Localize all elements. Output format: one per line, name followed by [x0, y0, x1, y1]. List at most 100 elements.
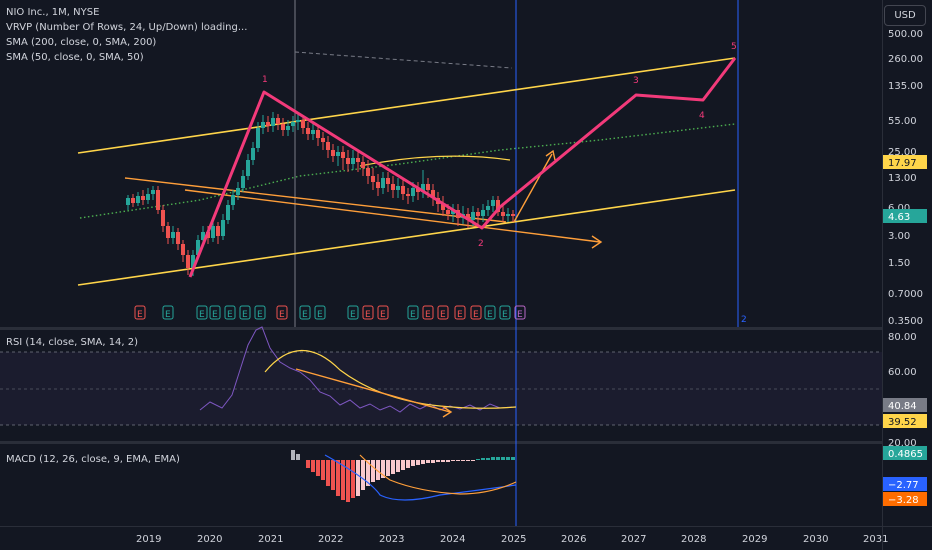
pane-divider-rsi[interactable] — [0, 327, 882, 330]
candle-body — [391, 184, 395, 190]
macd-histogram-bar — [456, 460, 460, 461]
rsi-axis[interactable]: 80.00 60.00 20.00 40.84 39.52 — [883, 332, 927, 449]
earnings-marker[interactable] — [407, 305, 419, 320]
earnings-marker[interactable] — [437, 305, 449, 320]
rsi-line[interactable] — [199, 326, 513, 413]
macd-line[interactable] — [324, 454, 517, 501]
candle-body — [411, 188, 415, 196]
macd-histogram-bar — [356, 460, 360, 496]
year-tick: 2028 — [681, 534, 706, 545]
earnings-marker[interactable] — [470, 305, 482, 320]
candle-body — [381, 178, 385, 188]
candle-body — [126, 198, 130, 205]
macd-histogram-bar — [336, 460, 340, 496]
earnings-marker[interactable] — [239, 305, 251, 320]
price-badge-bg — [883, 209, 927, 223]
earnings-marker[interactable] — [299, 305, 311, 320]
macd-histogram-bar — [511, 457, 515, 460]
macd-indicator-label[interactable]: MACD (12, 26, close, 9, EMA, EMA) — [6, 454, 180, 465]
candle-body — [471, 212, 475, 220]
earnings-marker[interactable] — [134, 305, 146, 320]
earnings-marker-label: E — [487, 310, 493, 320]
rsi-indicator-label[interactable]: RSI (14, close, SMA, 14, 2) — [6, 337, 139, 348]
earnings-marker[interactable] — [196, 305, 208, 320]
macd-histogram-bar — [321, 460, 325, 480]
signal-badge-bg — [883, 492, 927, 506]
channel-upper-line[interactable] — [77, 57, 736, 154]
rsi-band — [0, 352, 882, 425]
rsi-sma-badge: 39.52 — [888, 417, 917, 428]
macd-signal-line[interactable] — [359, 454, 517, 495]
rsi-trendline[interactable] — [295, 368, 451, 413]
candle-body — [186, 255, 190, 268]
year-tick: 2025 — [501, 534, 526, 545]
price-tick: 13.00 — [888, 173, 917, 184]
macd-histogram-bar — [496, 457, 500, 460]
wave-label-5: 5 — [731, 42, 737, 52]
candle-body — [356, 158, 360, 162]
wave-label-2: 2 — [478, 239, 484, 249]
macd-hist-badge-bg — [883, 446, 927, 460]
price-tick: 3.00 — [888, 231, 910, 242]
macd-histogram-bar — [371, 460, 375, 482]
earnings-marker[interactable] — [224, 305, 236, 320]
macd-histogram-bar — [446, 460, 450, 462]
wedge-lower-line[interactable] — [184, 189, 601, 243]
candle-body — [346, 158, 350, 164]
earnings-marker[interactable] — [454, 305, 466, 320]
candle-body — [511, 214, 515, 216]
earnings-marker[interactable] — [499, 305, 511, 320]
macd-histogram-bar — [316, 460, 320, 476]
vrvp-indicator-label[interactable]: VRVP (Number Of Rows, 24, Up/Down) loadi… — [6, 22, 248, 33]
price-axis[interactable]: 500.00 260.00 135.00 55.00 25.00 13.00 6… — [883, 29, 927, 327]
candle-body — [296, 120, 300, 122]
candle-body — [191, 255, 195, 268]
price-tick: 135.00 — [888, 81, 923, 92]
macd-histogram-bar — [386, 460, 390, 476]
earnings-marker[interactable] — [276, 305, 288, 320]
earnings-marker[interactable] — [209, 305, 221, 320]
earnings-marker[interactable] — [314, 305, 326, 320]
macd-histogram-bar — [346, 460, 350, 502]
candle-body — [451, 210, 455, 214]
candle-body — [421, 184, 425, 192]
earnings-marker[interactable] — [514, 305, 526, 320]
candle-body — [441, 204, 445, 210]
year-tick: 2023 — [379, 534, 404, 545]
earnings-marker-label: E — [165, 310, 171, 320]
sma50-indicator-label[interactable]: SMA (50, close, 0, SMA, 50) — [6, 52, 144, 63]
dashed-trendline[interactable] — [294, 51, 513, 69]
earnings-marker[interactable] — [347, 305, 359, 320]
earnings-marker[interactable] — [362, 305, 374, 320]
candle-body — [426, 184, 430, 190]
earnings-marker[interactable] — [162, 305, 174, 320]
candlestick-series[interactable] — [126, 112, 515, 276]
earnings-marker[interactable] — [377, 305, 389, 320]
earnings-marker-label: E — [350, 310, 356, 320]
vline-label: 2 — [741, 315, 747, 325]
symbol-title[interactable]: NIO Inc., 1M, NYSE — [6, 7, 100, 18]
candle-body — [446, 210, 450, 214]
candle-body — [341, 152, 345, 158]
time-axis[interactable]: 2019 2020 2021 2022 2023 2024 2025 2026 … — [136, 534, 888, 545]
sma200-indicator-label[interactable]: SMA (200, close, 0, SMA, 200) — [6, 37, 157, 48]
elliott-wave-path[interactable] — [188, 57, 737, 278]
projection-arrow[interactable] — [513, 153, 553, 223]
wedge-upper-line[interactable] — [124, 177, 507, 223]
candle-body — [241, 176, 245, 188]
macd-histogram[interactable] — [291, 450, 515, 502]
candle-body — [151, 190, 155, 194]
earnings-marker[interactable] — [484, 305, 496, 320]
pane-divider-macd[interactable] — [0, 441, 882, 444]
earnings-marker[interactable] — [254, 305, 266, 320]
symbol-legend[interactable]: NIO Inc., 1M, NYSE VRVP (Number Of Rows,… — [6, 5, 247, 65]
macd-axis[interactable]: 0.4865 −2.77 −3.28 — [883, 446, 927, 506]
macd-histogram-bar — [331, 460, 335, 490]
sma50-line[interactable] — [79, 123, 736, 219]
earnings-marker[interactable] — [422, 305, 434, 320]
earnings-marker-label: E — [137, 310, 143, 320]
currency-button[interactable]: USD — [884, 5, 926, 26]
macd-histogram-bar — [376, 460, 380, 480]
